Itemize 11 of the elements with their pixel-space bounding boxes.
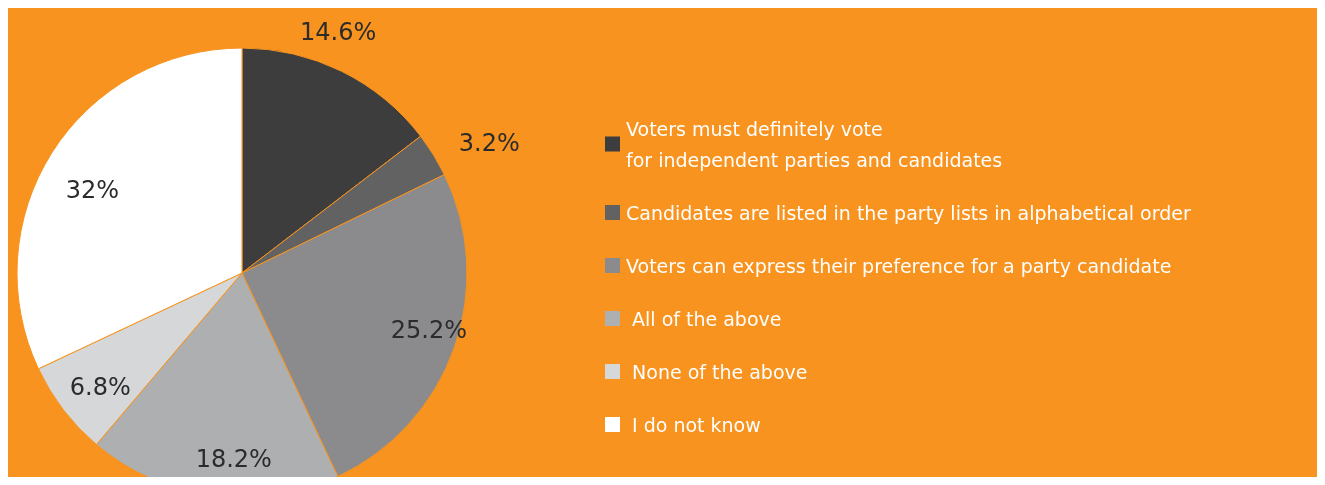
data-label: 14.6%: [300, 18, 377, 47]
legend-label: Candidates are listed in the party lists in alphabetical order: [626, 201, 1191, 224]
data-label: 32%: [65, 176, 120, 205]
legend-label: None of the above: [626, 360, 808, 383]
legend-label: I do not know: [626, 413, 761, 436]
legend-label: Voters can express their preference for a party candidate: [626, 254, 1172, 277]
data-label: 18.2%: [195, 445, 272, 474]
legend-label: Voters must definitely vote for independent parties and candidates: [626, 117, 1003, 171]
data-label: 6.8%: [69, 373, 131, 402]
data-label: 3.2%: [458, 129, 520, 158]
legend-label: All of the above: [626, 307, 782, 330]
